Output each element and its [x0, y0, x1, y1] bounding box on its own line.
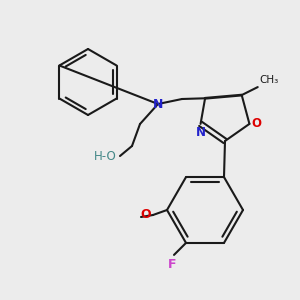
Text: O: O: [140, 208, 151, 221]
Text: F: F: [168, 258, 176, 271]
Text: H-O: H-O: [94, 149, 117, 163]
Text: N: N: [153, 98, 163, 110]
Text: O: O: [251, 117, 261, 130]
Text: N: N: [196, 126, 206, 139]
Text: CH₃: CH₃: [260, 75, 279, 85]
